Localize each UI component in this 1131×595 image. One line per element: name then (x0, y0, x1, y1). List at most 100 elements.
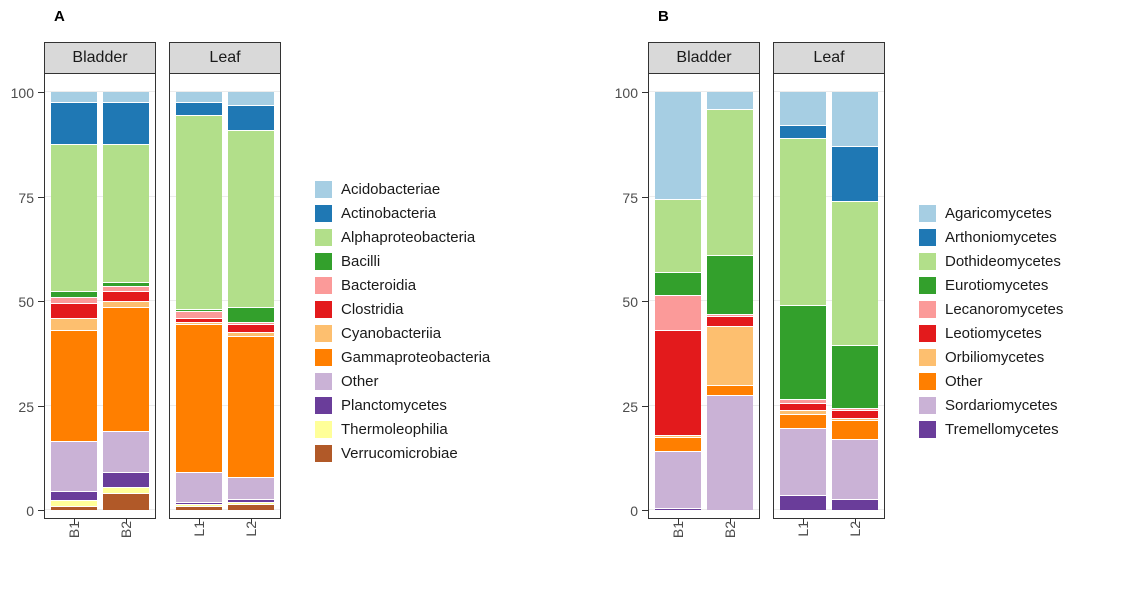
legend-swatch (315, 180, 332, 198)
gridline (170, 91, 280, 92)
bars-area (170, 92, 280, 510)
y-axis: 0 25 50 75 100 (8, 73, 44, 519)
legend-item-other: Other (919, 371, 1063, 391)
panel-b-label: B (658, 8, 669, 25)
y-tick-label: 100 (614, 85, 638, 101)
gridline (45, 91, 155, 92)
gridline (774, 91, 884, 92)
bar-segment-bacteroidia (51, 296, 97, 304)
bar-segment-other (51, 440, 97, 492)
bar-segment-arthoniomycetes (832, 146, 878, 201)
y-tick-label: 50 (622, 294, 638, 310)
legend-swatch (315, 228, 332, 246)
facets: Bladder B1 B2 Leaf L1 L2 (44, 42, 281, 565)
facet-strip-leaf: Leaf (169, 42, 281, 74)
legend-item-leotiomycetes: Leotiomycetes (919, 323, 1063, 343)
gridline (649, 91, 759, 92)
y-tick-mark (38, 405, 44, 407)
bar-segment-agaricomycetes (832, 92, 878, 147)
facet-strip-bladder: Bladder (648, 42, 760, 74)
x-tick-mark (199, 519, 200, 524)
bar-segment-alphaproteobacteria (176, 114, 222, 310)
bar-segment-bacteroidia (103, 286, 149, 291)
bar-segment-leotiomycetes (832, 409, 878, 418)
x-tick-mark (803, 519, 804, 524)
bar-segment-clostridia (228, 323, 274, 333)
bar-segment-thermoleophilia (103, 486, 149, 494)
y-tick-label: 75 (18, 189, 34, 206)
facet-leaf: Leaf L1 L2 (773, 42, 885, 565)
y-tick-mark (642, 92, 648, 93)
y-axis: 0 25 50 75 100 (612, 73, 648, 519)
y-tick-label: 0 (26, 503, 34, 519)
legend-item-cyanobacteriia: Cyanobacteriia (315, 323, 490, 343)
bar-l1 (176, 92, 222, 510)
legend-item-tremellomycetes: Tremellomycetes (919, 419, 1063, 439)
bar-segment-eurotiomycetes (707, 255, 753, 314)
x-tick-mark (855, 519, 856, 524)
legend-label: Leotiomycetes (945, 324, 1042, 342)
bar-segment-lecanoromycetes (707, 313, 753, 316)
legend-item-acidobacteriae: Acidobacteriae (315, 179, 490, 199)
facet-strip-bladder: Bladder (44, 42, 156, 74)
bar-segment-acidobacteriae (51, 92, 97, 103)
legend-swatch (919, 324, 936, 342)
y-tick-mark (642, 196, 648, 198)
legend-label: Agaricomycetes (945, 204, 1052, 222)
legend-label: Arthoniomycetes (945, 228, 1057, 246)
bar-segment-other (832, 420, 878, 439)
bar-segment-cyanobacteriia (228, 332, 274, 337)
y-tick-label: 0 (630, 503, 638, 519)
bar-segment-gammaproteobacteria (51, 330, 97, 441)
bar-segment-dothideomycetes (655, 198, 701, 272)
bar-segment-gammaproteobacteria (103, 307, 149, 431)
legend-wrap: Agaricomycetes Arthoniomycetes Dothideomyc… (919, 42, 1063, 520)
bar-segment-gammaproteobacteria (176, 323, 222, 473)
bar-segment-verrucomicrobiae (51, 505, 97, 510)
x-tick-label: L1 (191, 521, 207, 537)
x-tick-mark (678, 519, 679, 524)
bar-segment-other (176, 472, 222, 502)
bar-segment-bacilli (51, 290, 97, 297)
legend: Acidobacteriae Actinobacteria Alphaproteob… (315, 179, 490, 463)
legend-item-verrucomicrobiae: Verrucomicrobiae (315, 443, 490, 463)
gridline (45, 509, 155, 510)
bar-segment-sordariomycetes (707, 395, 753, 510)
y-tick-mark (38, 92, 44, 93)
y-tick-mark (38, 510, 44, 511)
legend-swatch (919, 420, 936, 438)
gridline (45, 300, 155, 301)
gridline (774, 300, 884, 301)
legend-swatch (315, 300, 332, 318)
bar-segment-bacteroidia (176, 311, 222, 318)
x-tick-label: B2 (722, 521, 738, 539)
facet-leaf: Leaf L1 L2 (169, 42, 281, 565)
plot-area (648, 73, 760, 519)
bar-segment-planctomycetes (103, 472, 149, 487)
legend-label: Cyanobacteriia (341, 324, 442, 342)
gridline (649, 404, 759, 406)
facets: Bladder B1 B2 Leaf L1 L2 (648, 42, 885, 565)
y-tick-mark (38, 301, 44, 302)
legend-item-orbiliomycetes: Orbiliomycetes (919, 347, 1063, 367)
bar-segment-lecanoromycetes (832, 407, 878, 410)
legend-item-other: Other (315, 371, 490, 391)
x-axis: L1 L2 (773, 519, 885, 565)
legend-label: Gammaproteobacteria (341, 348, 491, 366)
x-tick-label: L1 (795, 521, 811, 537)
x-tick-label: L2 (847, 521, 863, 537)
x-tick-label: B1 (670, 521, 686, 539)
legend-item-sordariomycetes: Sordariomycetes (919, 395, 1063, 415)
legend-item-agaricomycetes: Agaricomycetes (919, 203, 1063, 223)
gridline (170, 300, 280, 301)
bar-segment-leotiomycetes (780, 403, 826, 410)
bar-segment-alphaproteobacteria (51, 144, 97, 291)
bar-segment-planctomycetes (51, 491, 97, 500)
bar-segment-agaricomycetes (707, 92, 753, 109)
bar-segment-clostridia (176, 317, 222, 322)
bar-segment-alphaproteobacteria (103, 144, 149, 283)
bar-segment-verrucomicrobiae (176, 505, 222, 510)
bar-segment-cyanobacteriia (103, 300, 149, 308)
legend-item-eurotiomycetes: Eurotiomycetes (919, 275, 1063, 295)
gridline (774, 509, 884, 510)
